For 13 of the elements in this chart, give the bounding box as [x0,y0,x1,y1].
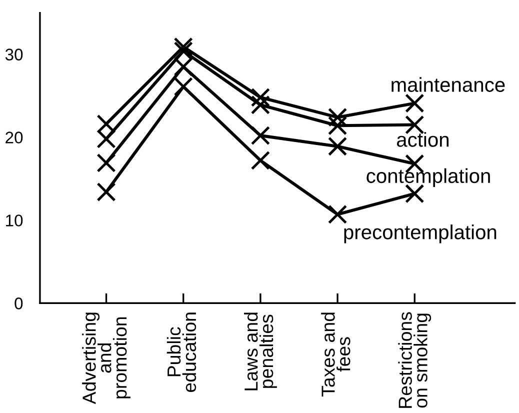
x-tick-label: Public education [166,312,196,392]
series-label: action [396,132,449,147]
series-label: contemplation [366,168,490,188]
y-tick-label: 30 [5,48,23,60]
x-tick-label: Advertising and promotion [82,312,130,404]
series-label: maintenance [392,77,505,92]
x-tick-label: Restrictions on smoking [398,312,432,408]
y-tick-label: 20 [6,132,23,144]
x-tick-label: Laws and penalties [244,312,277,390]
series-label: precontemplation [344,224,496,244]
x-tick-label: Taxes and fees [321,312,350,397]
y-tick-label: 10 [6,214,23,226]
y-tick-label: 0 [14,298,23,310]
